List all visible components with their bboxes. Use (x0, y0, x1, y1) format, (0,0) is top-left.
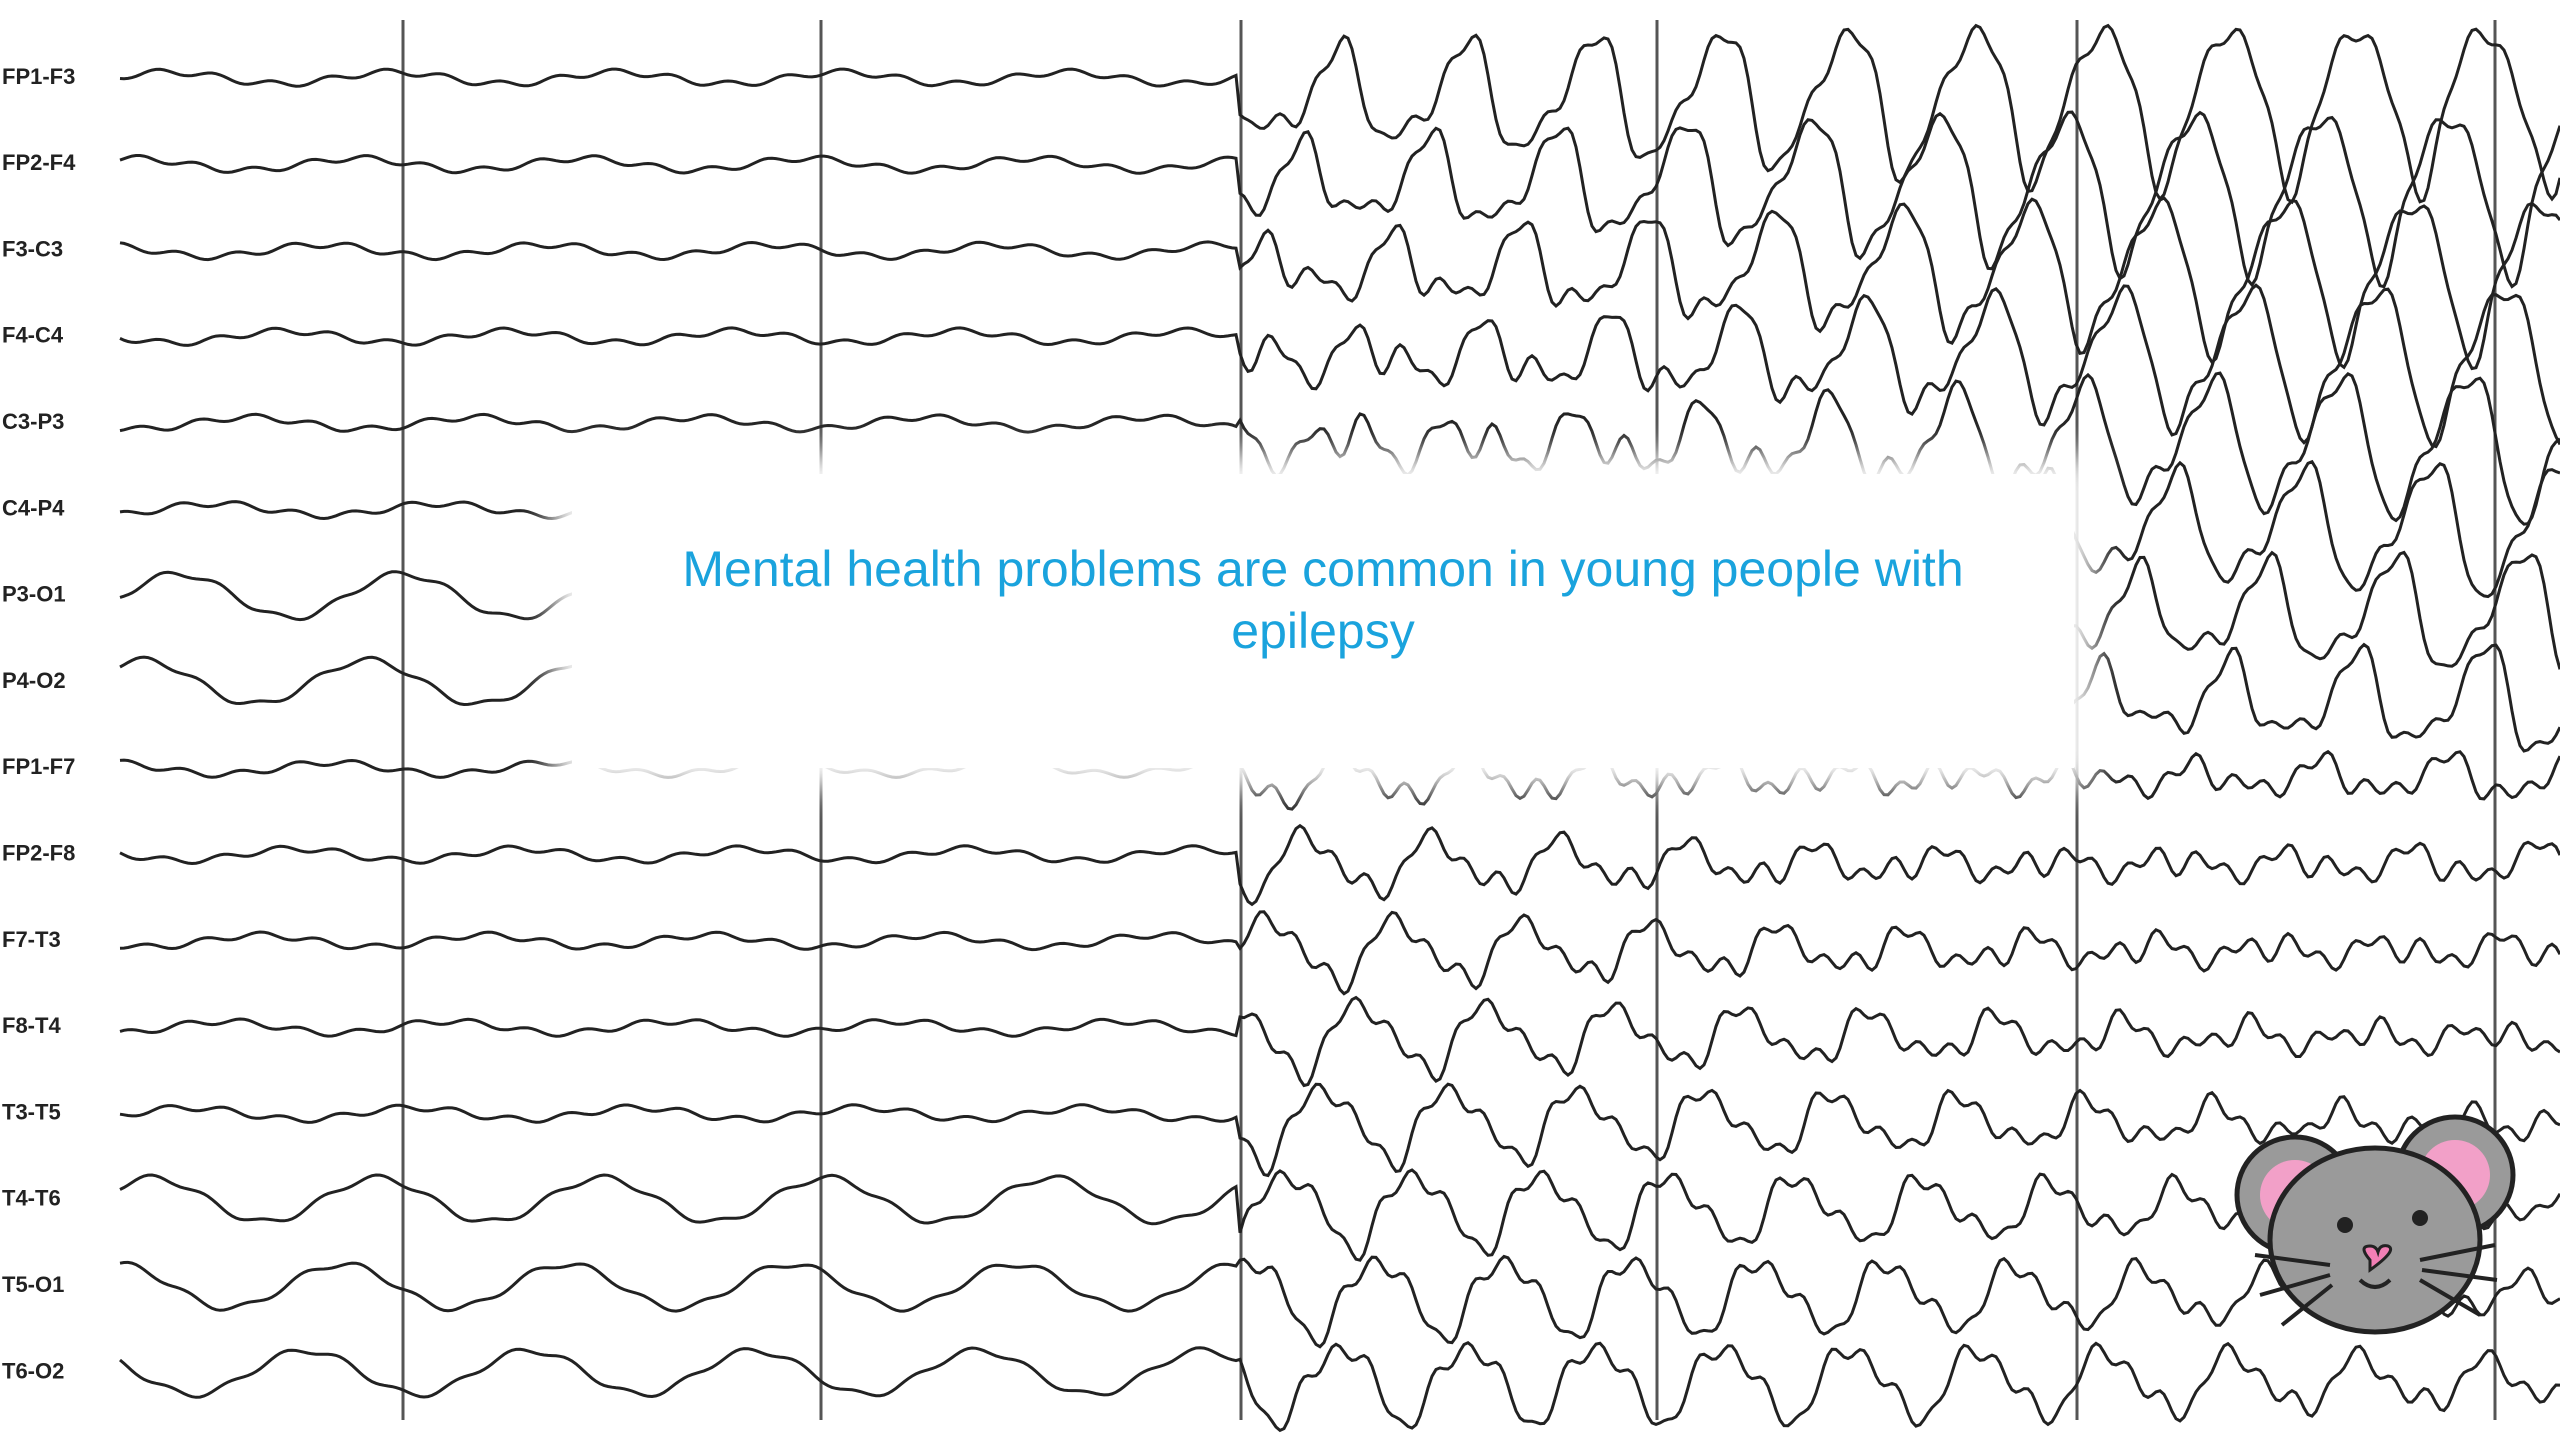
channel-label: P3-O1 (2, 582, 66, 607)
callout-box: Mental health problems are common in you… (572, 474, 2074, 768)
eeg-trace (120, 1084, 2560, 1175)
channel-label: T5-O1 (2, 1272, 64, 1297)
channel-label: F7-T3 (2, 927, 61, 952)
eeg-trace (120, 1257, 2560, 1347)
channel-label: F4-C4 (2, 323, 64, 348)
mouse-icon (2220, 1100, 2520, 1340)
channel-label: FP2-F8 (2, 841, 75, 866)
eeg-trace (120, 26, 2560, 203)
channel-label: F3-C3 (2, 236, 63, 261)
channel-label: P4-O2 (2, 668, 66, 693)
channel-label: F8-T4 (2, 1013, 61, 1038)
slide: FP1-F3 FP2-F4 F3-C3 F4-C4 C3-P3 C4-P4 P3-O1 P4-… (0, 0, 2560, 1440)
callout-text: Mental health problems are common in you… (632, 538, 2014, 662)
eeg-trace (120, 912, 2560, 994)
eeg-trace (120, 112, 2560, 287)
eeg-trace (120, 285, 2560, 446)
channel-label: T6-O2 (2, 1358, 64, 1383)
eeg-trace (120, 1343, 2560, 1431)
channel-label: T4-T6 (2, 1186, 61, 1211)
eeg-trace (120, 826, 2560, 905)
channel-label: FP1-F7 (2, 754, 75, 779)
channel-label: C4-P4 (2, 495, 65, 520)
eeg-trace (120, 1170, 2560, 1260)
channel-label: FP2-F4 (2, 150, 76, 175)
channel-label: C3-P3 (2, 409, 64, 434)
channel-label: T3-T5 (2, 1099, 61, 1124)
channel-label: FP1-F3 (2, 64, 75, 89)
eeg-trace (120, 998, 2560, 1086)
